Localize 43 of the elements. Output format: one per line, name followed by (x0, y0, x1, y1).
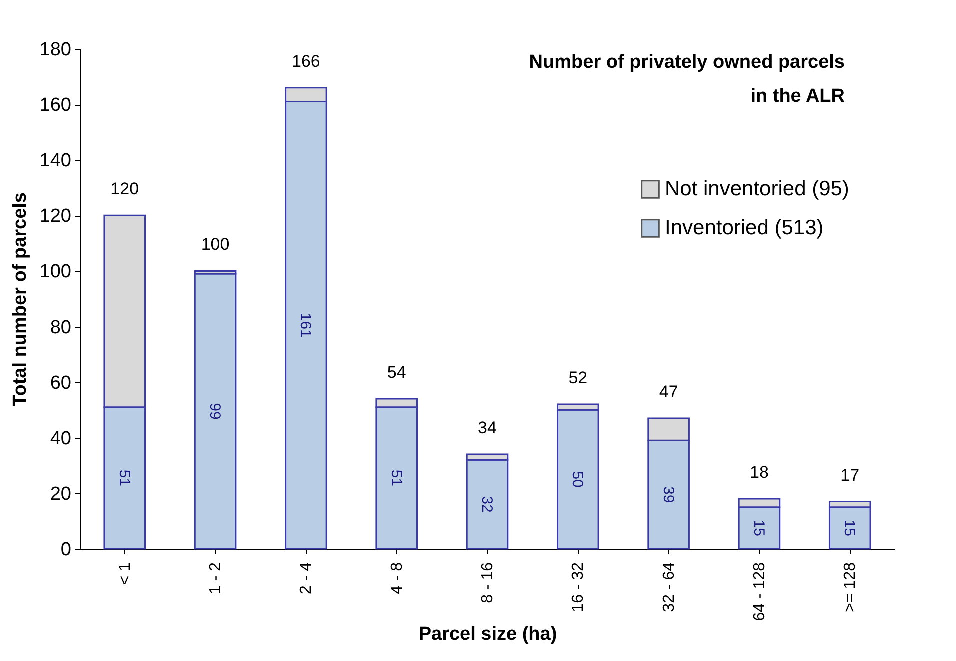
y-tick-label: 120 (40, 206, 72, 228)
legend-label: Not inventoried (95) (665, 178, 850, 200)
x-tick-label: 16 - 32 (570, 562, 588, 612)
total-label: 120 (110, 180, 140, 199)
y-tick-label: 0 (60, 540, 72, 560)
total-label: 18 (750, 463, 769, 482)
bar (194, 273, 237, 550)
data-label: 32 (478, 496, 496, 513)
data-label: 51 (116, 470, 133, 487)
y-tick-label: 60 (50, 372, 72, 394)
x-tick-label: 8 - 16 (480, 562, 496, 604)
total-label: 100 (201, 235, 230, 254)
y-tick-label: 180 (40, 40, 72, 60)
total-label: 166 (292, 52, 320, 71)
data-label: 161 (297, 312, 314, 338)
data-label: 15 (841, 520, 858, 537)
legend-label: Inventoried (513) (665, 216, 824, 240)
total-label: 34 (478, 418, 497, 438)
data-label: 15 (750, 520, 768, 537)
x-tick-label: >= 128 (842, 562, 860, 612)
data-label: 51 (388, 470, 405, 487)
total-label: 47 (659, 382, 678, 402)
y-tick-label: 160 (40, 95, 72, 116)
x-tick-label: 1 - 2 (208, 562, 225, 595)
y-tick-label: 80 (50, 317, 72, 338)
y-axis-title: Total number of parcels (10, 192, 31, 406)
total-label: 52 (568, 368, 588, 388)
data-label: 50 (569, 471, 586, 488)
data-label: 39 (660, 486, 677, 504)
data-label: 99 (206, 403, 224, 420)
y-tick-label: 140 (40, 150, 72, 172)
x-axis-title: Parcel size (ha) (418, 624, 558, 646)
x-tick-label: 32 - 64 (660, 562, 678, 612)
x-tick-label: 2 - 4 (298, 562, 316, 595)
x-tick-label: 64 - 128 (751, 562, 768, 622)
x-tick-label: < 1 (116, 562, 134, 586)
x-tick-label: 4 - 8 (388, 562, 406, 595)
text: Number of privately owned parcels in the ALR (529, 52, 846, 107)
total-label: 54 (387, 363, 406, 382)
y-tick-label: 40 (50, 428, 72, 450)
total-label: 17 (840, 466, 860, 485)
y-tick-label: 100 (40, 262, 72, 283)
y-tick-label: 20 (50, 484, 72, 505)
